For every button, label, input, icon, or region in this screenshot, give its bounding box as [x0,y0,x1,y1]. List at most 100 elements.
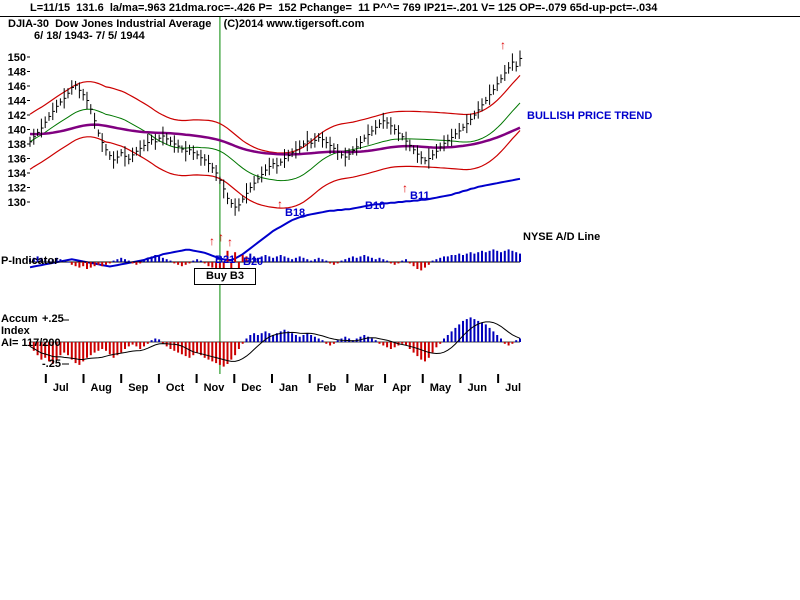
accum-bar [70,342,73,360]
p-indicator-bar [237,262,240,271]
p-indicator-bar [36,256,39,262]
p-indicator-bar [44,259,47,262]
accum-ma-line [29,321,521,362]
accum-lower-ref-label: -.25 [42,358,61,370]
accum-bar [36,342,39,356]
upper-band-line [29,74,521,154]
price-axis-label: 138 [8,139,26,151]
signal-label-b10: B10 [365,200,386,212]
p-indicator-bar [287,257,290,262]
accum-bar [503,342,506,344]
signal-label-b20: B20 [243,256,264,268]
p-indicator-bar [158,256,161,262]
accum-bar [427,342,430,358]
signal-label-b21: B21 [215,254,236,266]
nyse-ad-line [29,177,521,269]
p-indicator-bar [127,260,130,262]
p-indicator-bar [268,256,271,262]
chart-canvas[interactable]: 150 148 146 144 142 140 138 136 134 132 130 Jul Aug S… [0,0,800,400]
accum-bar [283,329,286,342]
p-indicator-bar [507,249,510,262]
p-indicator-bar [488,250,491,262]
accum-bar [127,342,130,347]
accum-bar [203,342,206,358]
month-label: Jan [279,382,298,394]
price-axis-label: 136 [8,154,26,166]
p-indicator-bar [313,259,316,262]
chart-title: DJIA-30 Dow Jones Industrial Average (C)… [8,18,365,30]
accum-bar [500,338,502,342]
accum-bar [370,338,373,342]
p-indicator-bar [412,262,415,267]
p-indicator-bar [401,260,404,262]
price-axis-label: 140 [8,125,26,137]
accum-bar [48,342,50,362]
accum-bar [473,319,476,342]
accum-bar [454,327,457,342]
month-label: Aug [91,382,112,394]
p-indicator-bar [405,259,407,262]
accum-bar [488,327,491,342]
accum-bar [199,342,202,356]
p-indicator-bar [264,255,267,262]
accum-bar [108,342,111,355]
p-indicator-bar [359,256,362,262]
stats-readout-line: L=11/15 131.6 la/ma=.963 21dma.roc=-.426… [30,2,658,14]
accum-bar [275,333,278,342]
accum-bar [374,340,377,342]
month-label: Feb [317,382,337,394]
accum-bar [507,342,510,346]
p-indicator-bar [340,260,343,262]
p-indicator-bar [192,260,195,262]
p-indicator-bar [458,253,461,262]
accum-bar [325,342,328,344]
accum-bar [443,338,445,342]
accum-bar [260,333,263,342]
accum-bar [67,342,69,356]
month-label: May [430,382,452,394]
p-indicator-bar [82,262,85,267]
accum-bar [74,342,77,364]
accum-bar [196,342,199,353]
accum-bar [249,335,252,342]
accum-bar [192,342,195,356]
p-indicator-bar [108,262,111,264]
accum-bar [484,324,487,342]
p-indicator-bar [131,262,134,264]
accum-bar [59,342,62,356]
index-label: Index [1,325,30,337]
buy-arrow-icon: ↑ [209,234,215,248]
price-axis-label: 150 [8,52,26,64]
accum-bar [469,317,472,342]
accum-bar [310,335,313,342]
accum-bar [386,342,389,348]
accum-bar [154,338,157,342]
accum-bar [287,331,290,342]
accum-bar [446,335,449,342]
accum-bar [234,342,237,356]
accum-bar [184,342,187,357]
p-indicator-bar [519,253,521,262]
accum-bar [393,342,396,348]
bullish-trend-annotation: BULLISH PRICE TREND [527,110,653,122]
accum-bar [492,331,495,342]
p-indicator-bar [329,262,332,264]
p-indicator-bar [70,262,73,265]
p-indicator-bar [424,262,426,268]
accum-bar [515,340,518,342]
accum-bar [44,342,47,358]
accum-bar [294,335,297,342]
p-indicator-bar [169,260,172,262]
p-indicator-bar [188,262,191,264]
long-ma-line [29,123,521,156]
accum-bar [306,333,309,342]
accum-bar [161,342,164,344]
accum-bar [329,342,332,346]
accum-bar [51,342,54,364]
accum-bar [211,342,214,362]
accum-bar [253,333,256,342]
p-indicator-bar [446,256,449,262]
accum-bar [112,342,115,358]
month-label: Nov [204,382,226,394]
p-indicator-bar [154,255,157,262]
